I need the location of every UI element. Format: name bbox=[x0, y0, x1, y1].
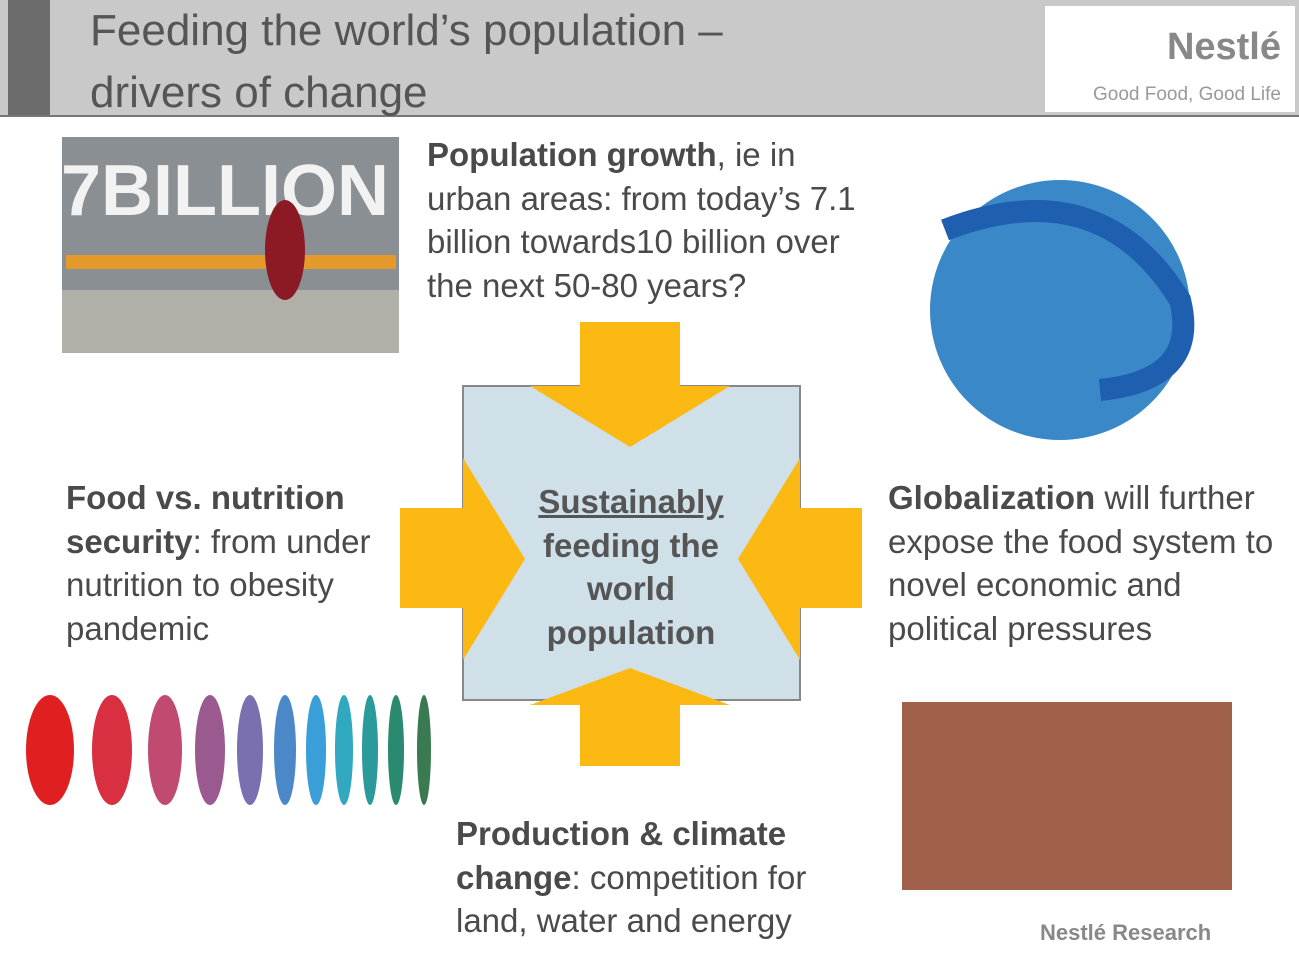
driver: Globalization will further expose the fo… bbox=[888, 476, 1298, 650]
center-line: Sustainably bbox=[500, 480, 762, 524]
center-line: feeding the bbox=[500, 524, 762, 568]
silhouettes bbox=[26, 695, 431, 805]
driver: Production & climate change: competition… bbox=[456, 812, 856, 943]
driver: Food vs. nutrition security: from under … bbox=[66, 476, 386, 650]
driver-bold: Globalization bbox=[888, 479, 1095, 516]
billboard-text: 7BILLION bbox=[61, 151, 389, 231]
driver-bold: Population growth bbox=[427, 136, 717, 173]
sidewalk bbox=[62, 290, 399, 353]
center-line: world bbox=[500, 567, 762, 611]
dry-soil-photo bbox=[902, 702, 1232, 890]
center-text: Sustainably feeding the world population bbox=[500, 480, 762, 654]
center-line: population bbox=[500, 611, 762, 655]
footer-logo: Nestlé Research bbox=[1040, 920, 1211, 946]
slide: Feeding the world’s population – drivers… bbox=[0, 0, 1299, 960]
billboard-banner bbox=[66, 255, 396, 269]
driver: Population growth, ie in urban areas: fr… bbox=[427, 133, 872, 307]
walker bbox=[265, 200, 305, 300]
